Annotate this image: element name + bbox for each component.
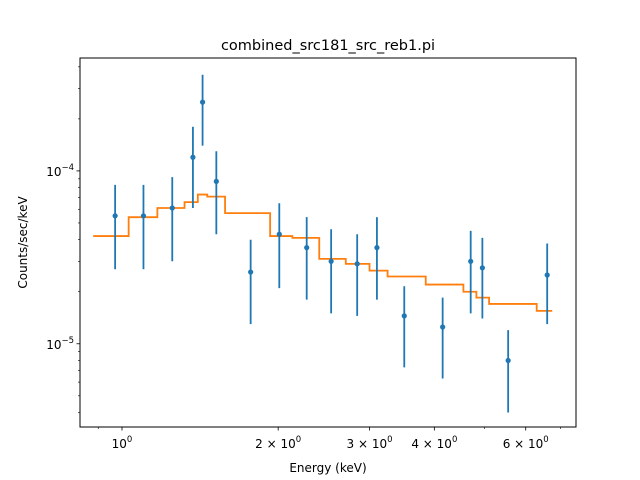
- data-point: [140, 213, 147, 219]
- data-point: [199, 99, 206, 105]
- axes-layer: 100 2 × 100 3 × 100 4 × 100 6 × 100 10−5 10−4: [46, 66, 561, 451]
- chart-title: combined_src181_src_reb1.pi: [221, 38, 435, 54]
- data-point: [276, 231, 282, 237]
- x-tick-label: 3 × 100: [347, 435, 393, 451]
- x-tick-label: 2 × 100: [255, 435, 301, 451]
- data-point: [190, 154, 196, 160]
- data-point: [213, 178, 219, 184]
- x-axis-label: Energy (keV): [289, 461, 366, 475]
- data-point: [248, 269, 254, 275]
- x-tick-label: 100: [112, 435, 133, 451]
- data-point: [440, 324, 446, 330]
- x-tick-label: 4 × 100: [411, 435, 457, 451]
- data-point: [479, 265, 485, 271]
- data-point: [304, 245, 310, 251]
- data-point: [169, 205, 175, 211]
- y-axis-label: Counts/sec/keV: [16, 196, 30, 289]
- model-step-path: [93, 193, 553, 312]
- x-tick-label: 6 × 100: [503, 435, 549, 451]
- data-point: [328, 258, 334, 264]
- data-points-layer: [112, 74, 550, 413]
- y-tick-label: 10−4: [46, 163, 74, 179]
- data-point: [374, 245, 380, 251]
- model-step-line: [93, 193, 553, 312]
- data-point: [505, 357, 511, 364]
- data-point: [354, 261, 360, 267]
- data-point: [401, 313, 407, 319]
- data-point: [468, 258, 474, 264]
- plot-frame: [79, 57, 577, 428]
- data-point: [544, 272, 550, 278]
- data-point: [112, 213, 118, 219]
- y-tick-label: 10−5: [46, 336, 74, 352]
